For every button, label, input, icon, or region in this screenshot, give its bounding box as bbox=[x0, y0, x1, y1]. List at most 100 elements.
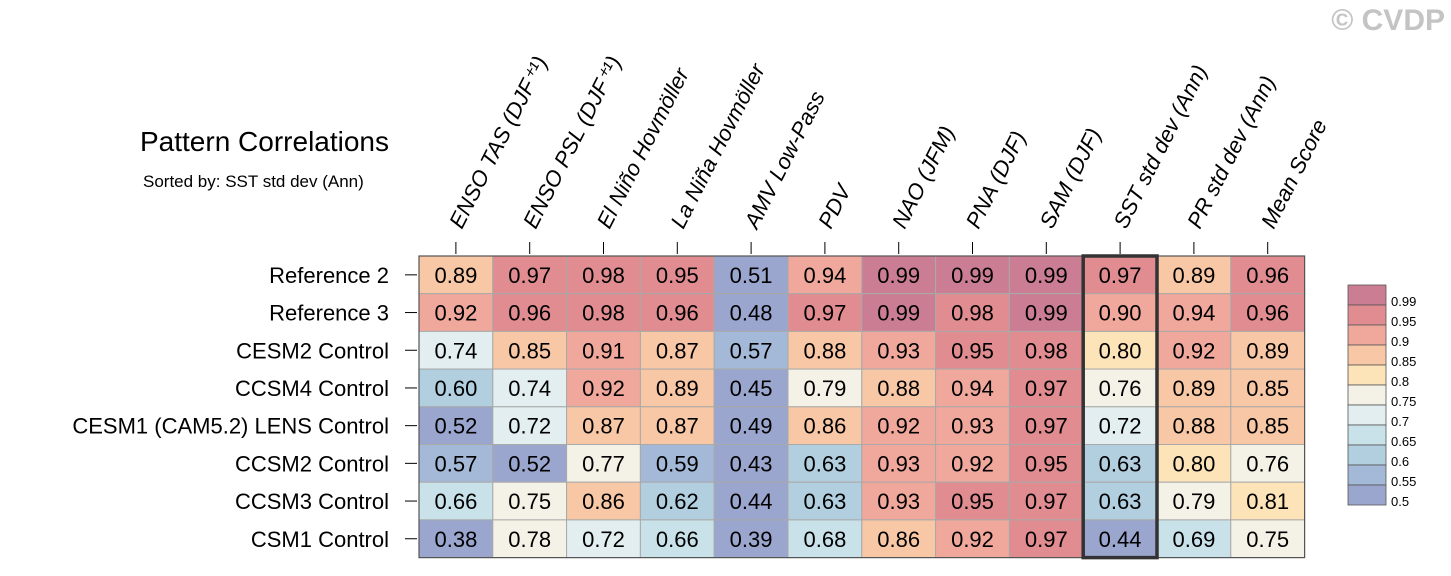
cell-value-label: 0.49 bbox=[730, 414, 773, 439]
heatmap-cell bbox=[935, 406, 1010, 445]
chart-title: Pattern Correlations bbox=[140, 126, 390, 157]
chart-subtitle: Sorted by: SST std dev (Ann) bbox=[143, 172, 364, 191]
heatmap-cell bbox=[1008, 330, 1084, 370]
heatmap-cell bbox=[1082, 330, 1158, 370]
legend-swatch bbox=[1347, 424, 1387, 446]
cell-value-label: 0.74 bbox=[434, 338, 477, 363]
cell-value-label: 0.99 bbox=[877, 263, 920, 288]
legend-swatch bbox=[1347, 404, 1387, 426]
heatmap-cell bbox=[1156, 293, 1232, 332]
cell-value-label: 0.44 bbox=[1099, 527, 1142, 552]
cell-value-label: 0.98 bbox=[582, 301, 625, 326]
cell-value-label: 0.97 bbox=[1025, 527, 1068, 552]
heatmap-cell bbox=[566, 368, 641, 408]
cell-value-label: 0.95 bbox=[656, 263, 699, 288]
cell-value-label: 0.88 bbox=[1172, 414, 1215, 439]
heatmap-cell bbox=[566, 330, 641, 370]
legend-swatch bbox=[1347, 324, 1387, 346]
cell-value-label: 0.44 bbox=[730, 489, 773, 514]
cell-value-label: 0.63 bbox=[803, 451, 846, 476]
cell-value-label: 0.52 bbox=[434, 414, 477, 439]
cell-value-label: 0.93 bbox=[951, 414, 994, 439]
cell-value-label: 0.92 bbox=[434, 301, 477, 326]
watermark: © CVDP bbox=[1331, 4, 1445, 37]
heatmap-cell bbox=[787, 293, 863, 332]
heatmap-cell bbox=[1156, 255, 1232, 295]
legend-label: 0.6 bbox=[1391, 454, 1409, 469]
legend-swatch bbox=[1347, 344, 1387, 366]
cell-value-label: 0.99 bbox=[1025, 301, 1068, 326]
cell-value-label: 0.92 bbox=[951, 527, 994, 552]
heatmap-cell bbox=[787, 406, 863, 445]
column-label: SAM (DJF) bbox=[1034, 124, 1106, 232]
row-label: CESM2 Control bbox=[236, 338, 389, 363]
legend-swatch bbox=[1347, 304, 1387, 326]
cell-value-label: 0.92 bbox=[877, 414, 920, 439]
heatmap-cell bbox=[418, 444, 494, 483]
cell-value-label: 0.43 bbox=[730, 451, 773, 476]
heatmap-cell bbox=[492, 444, 568, 483]
cell-value-label: 0.79 bbox=[803, 376, 846, 401]
cell-value-label: 0.90 bbox=[1099, 301, 1142, 326]
row-label: CESM1 (CAM5.2) LENS Control bbox=[72, 414, 389, 439]
heatmap-cell bbox=[1082, 444, 1158, 483]
cell-value-label: 0.93 bbox=[877, 489, 920, 514]
legend-swatch bbox=[1347, 364, 1387, 386]
row-label: CCSM4 Control bbox=[235, 376, 389, 401]
cell-value-label: 0.89 bbox=[434, 263, 477, 288]
heatmap-cell bbox=[418, 330, 494, 370]
legend-label: 0.55 bbox=[1391, 474, 1416, 489]
heatmap-cell bbox=[1156, 444, 1232, 483]
cell-value-label: 0.97 bbox=[1025, 376, 1068, 401]
column-label: PDV bbox=[813, 179, 857, 233]
cell-value-label: 0.92 bbox=[1172, 338, 1215, 363]
heatmap-cell bbox=[935, 519, 1010, 559]
cell-value-label: 0.63 bbox=[1099, 451, 1142, 476]
column-label: PNA (DJF) bbox=[961, 127, 1031, 232]
cell-value-label: 0.86 bbox=[803, 414, 846, 439]
cell-value-label: 0.97 bbox=[508, 263, 551, 288]
cell-value-label: 0.94 bbox=[1172, 301, 1215, 326]
cell-value-label: 0.89 bbox=[1172, 263, 1215, 288]
cell-value-label: 0.72 bbox=[1099, 414, 1142, 439]
heatmap-cell bbox=[713, 519, 789, 559]
cell-value-label: 0.92 bbox=[951, 451, 994, 476]
cell-value-label: 0.98 bbox=[951, 301, 994, 326]
cell-value-label: 0.85 bbox=[508, 338, 551, 363]
cell-value-label: 0.87 bbox=[656, 414, 699, 439]
row-label: CCSM3 Control bbox=[235, 489, 389, 514]
heatmap-cell bbox=[1230, 481, 1306, 521]
cell-value-label: 0.76 bbox=[1246, 451, 1289, 476]
heatmap-cell bbox=[787, 368, 863, 408]
cell-value-label: 0.78 bbox=[508, 527, 551, 552]
legend-label: 0.7 bbox=[1391, 414, 1409, 429]
heatmap-frame bbox=[418, 255, 1306, 559]
heatmap-cell bbox=[1230, 519, 1306, 559]
cell-value-label: 0.52 bbox=[508, 451, 551, 476]
cell-value-label: 0.89 bbox=[656, 376, 699, 401]
heatmap-cell bbox=[713, 293, 789, 332]
cell-value-label: 0.80 bbox=[1099, 338, 1142, 363]
legend-label: 0.95 bbox=[1391, 314, 1416, 329]
legend-label: 0.85 bbox=[1391, 354, 1416, 369]
cell-value-label: 0.76 bbox=[1099, 376, 1142, 401]
legend-swatch bbox=[1347, 464, 1387, 486]
column-label: AMV Low-Pass bbox=[738, 87, 829, 234]
legend-label: 0.99 bbox=[1391, 294, 1416, 309]
cell-value-label: 0.99 bbox=[1025, 263, 1068, 288]
heatmap-cell bbox=[713, 444, 789, 483]
cell-value-label: 0.75 bbox=[508, 489, 551, 514]
heatmap-cell bbox=[861, 293, 937, 332]
heatmap-cell bbox=[492, 255, 568, 295]
heatmap-cell-labels: 0.89 0.97 0.98 0.95 0.51 0.94 0.99 0.99 0.99 0.97… bbox=[434, 263, 1289, 552]
cell-value-label: 0.68 bbox=[803, 527, 846, 552]
heatmap-column-labels: ENSO TAS (DJF⁺¹)ENSO PSL (DJF⁺¹)El Niño … bbox=[444, 52, 1332, 254]
heatmap-cell bbox=[787, 481, 863, 521]
heatmap-row-labels: Reference 2 Reference 3 CESM2 Control CCSM4… bbox=[72, 263, 417, 552]
heatmap-cell bbox=[935, 255, 1010, 295]
heatmap-cell bbox=[935, 444, 1010, 483]
heatmap-cell bbox=[639, 481, 715, 521]
cell-value-label: 0.66 bbox=[434, 489, 477, 514]
cell-value-label: 0.88 bbox=[803, 338, 846, 363]
heatmap-cell bbox=[713, 368, 789, 408]
